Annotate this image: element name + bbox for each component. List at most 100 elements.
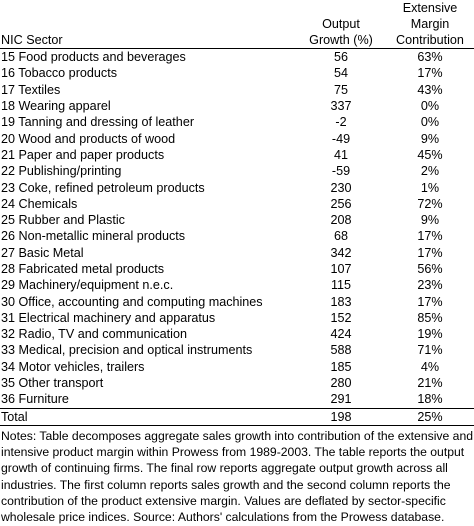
table-row: 34 Motor vehicles, trailers 185 4% (0, 359, 474, 375)
header-growth-line1: Output (322, 17, 360, 31)
row-margin: 9% (420, 213, 440, 228)
row-growth: -2 (335, 115, 347, 130)
row-sector: 20 Wood and products of wood (1, 131, 176, 146)
row-margin: 45% (417, 147, 443, 162)
table-row: 18 Wearing apparel 337 0% (0, 98, 474, 114)
header-output-growth: Output Growth (%) (296, 0, 386, 49)
row-growth: 185 (330, 359, 352, 374)
table-row: 23 Coke, refined petroleum products 230 1% (0, 179, 474, 195)
row-sector: 19 Tanning and dressing of leather (1, 115, 195, 130)
row-margin: 0% (420, 115, 440, 130)
row-margin: 9% (420, 131, 440, 146)
row-growth: 208 (330, 213, 352, 228)
row-sector: 21 Paper and paper products (1, 147, 165, 162)
row-growth: -59 (331, 164, 351, 179)
table-header: NIC Sector Output Growth (%) Extensive M… (0, 0, 474, 49)
row-sector: 31 Electrical machinery and apparatus (1, 310, 216, 325)
row-growth: 107 (330, 262, 352, 276)
row-margin: 1% (420, 180, 440, 195)
row-margin: 63% (417, 50, 443, 65)
row-sector: 26 Non-metallic mineral products (1, 229, 186, 244)
row-sector: 32 Radio, TV and communication (1, 327, 187, 342)
row-growth: 342 (330, 245, 352, 260)
table-row: 27 Basic Metal 342 17% (0, 245, 474, 261)
row-margin: 71% (417, 343, 443, 358)
row-margin: 4% (420, 359, 440, 374)
row-margin: 0% (420, 99, 440, 114)
sector-growth-table: NIC Sector Output Growth (%) Extensive M… (0, 0, 474, 426)
row-margin: 72% (417, 196, 443, 211)
row-sector: 33 Medical, precision and optical instru… (1, 343, 253, 358)
row-sector: 16 Tobacco products (1, 66, 117, 81)
row-margin: 2% (420, 164, 440, 179)
table-row: 16 Tobacco products 54 17% (0, 65, 474, 81)
table-row: 26 Non-metallic mineral products 68 17% (0, 228, 474, 244)
row-growth: 115 (330, 278, 352, 293)
row-growth: 230 (330, 180, 352, 195)
row-margin: 18% (417, 392, 443, 407)
total-margin: 25% (417, 409, 443, 424)
table-row: 33 Medical, precision and optical instru… (0, 342, 474, 358)
row-margin: 17% (417, 245, 443, 260)
row-growth: 291 (330, 392, 352, 407)
table-row: 22 Publishing/printing -59 2% (0, 163, 474, 179)
table-row: 29 Machinery/equipment n.e.c. 115 23% (0, 277, 474, 293)
row-sector: 23 Coke, refined petroleum products (1, 180, 205, 195)
table-body: 15 Food products and beverages 56 63% 16 T… (0, 49, 474, 426)
row-growth: 152 (330, 310, 352, 325)
table-row: 32 Radio, TV and communication 424 19% (0, 326, 474, 342)
table-row: 15 Food products and beverages 56 63% (0, 49, 474, 66)
row-sector: 36 Furniture (1, 392, 69, 407)
row-margin: 17% (417, 229, 443, 244)
table-row: 20 Wood and products of wood -49 9% (0, 130, 474, 146)
row-growth: 75 (333, 82, 348, 97)
row-sector: 24 Chemicals (1, 196, 78, 211)
header-margin-line1: Extensive (402, 1, 458, 15)
row-growth: 424 (330, 327, 352, 342)
row-sector: 34 Motor vehicles, trailers (1, 359, 145, 374)
header-row: NIC Sector Output Growth (%) Extensive M… (0, 0, 474, 49)
row-sector: 29 Machinery/equipment n.e.c. (1, 278, 174, 293)
row-growth: 56 (333, 50, 348, 65)
row-margin: 19% (417, 327, 443, 342)
row-margin: 23% (417, 278, 443, 293)
table-row: 30 Office, accounting and computing mach… (0, 293, 474, 309)
table-row: 31 Electrical machinery and apparatus 152… (0, 310, 474, 326)
row-growth: 337 (330, 99, 352, 114)
table-row: 28 Fabricated metal products 107 56% (0, 261, 474, 277)
table-row: 24 Chemicals 256 72% (0, 196, 474, 212)
row-growth: -49 (331, 131, 351, 146)
header-extensive-margin: Extensive Margin Contribution (386, 0, 474, 49)
row-margin: 17% (417, 66, 443, 81)
table-row: 36 Furniture 291 18% (0, 391, 474, 408)
row-sector: 35 Other transport (1, 376, 104, 391)
row-sector: 30 Office, accounting and computing mach… (1, 294, 263, 309)
table-row: 35 Other transport 280 21% (0, 375, 474, 391)
table-row: 17 Textiles 75 43% (0, 82, 474, 98)
row-growth: 54 (333, 66, 348, 81)
row-margin: 85% (417, 310, 443, 325)
row-growth: 280 (330, 376, 352, 391)
row-sector: 28 Fabricated metal products (1, 262, 165, 276)
row-growth: 588 (330, 343, 352, 358)
header-margin-line2: Margin (410, 17, 450, 31)
header-margin-line3: Contribution (396, 33, 464, 47)
row-margin: 17% (417, 294, 443, 309)
row-growth: 183 (330, 294, 352, 309)
row-sector: 15 Food products and beverages (1, 50, 186, 65)
table-notes: Notes: Table decomposes aggregate sales … (1, 428, 473, 525)
total-row: Total 198 25% (0, 408, 474, 426)
row-margin: 43% (417, 82, 443, 97)
row-sector: 27 Basic Metal (1, 245, 84, 260)
header-growth-line2: Growth (%) (309, 33, 373, 47)
row-growth: 41 (333, 147, 348, 162)
row-sector: 18 Wearing apparel (1, 99, 111, 114)
row-sector: 25 Rubber and Plastic (1, 213, 125, 228)
row-margin: 21% (417, 376, 443, 391)
row-margin: 56% (417, 262, 443, 276)
row-growth: 256 (330, 196, 352, 211)
table-row: 25 Rubber and Plastic 208 9% (0, 212, 474, 228)
row-growth: 68 (333, 229, 348, 244)
total-growth: 198 (330, 409, 352, 424)
